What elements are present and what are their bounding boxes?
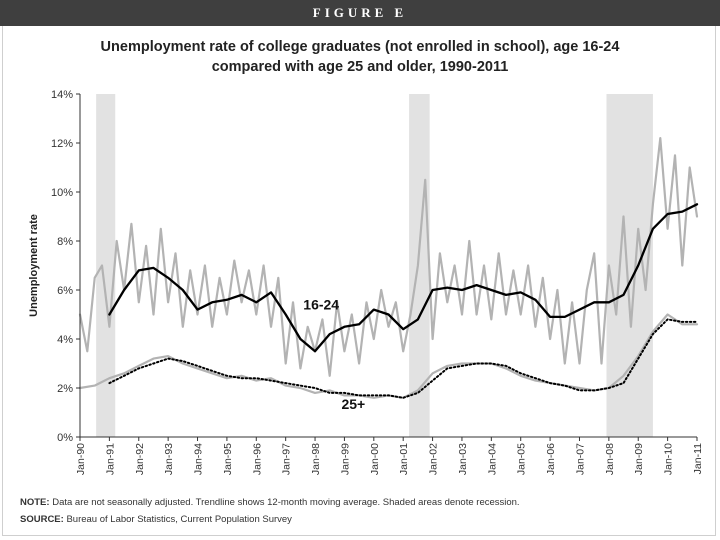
- x-tick-label: Jan-93: [163, 443, 175, 475]
- x-tick-label: Jan-92: [134, 443, 146, 475]
- y-tick-label: 0%: [57, 432, 73, 444]
- x-tick-label: Jan-01: [398, 443, 410, 475]
- y-tick-label: 4%: [57, 334, 73, 346]
- y-tick-label: 8%: [57, 236, 73, 248]
- note-text: Data are not seasonally adjusted. Trendl…: [52, 497, 520, 508]
- figure-label: FIGURE E: [0, 0, 720, 26]
- x-tick-label: Jan-00: [369, 443, 381, 475]
- x-tick-label: Jan-06: [545, 443, 557, 475]
- series-line-16-24-monthly: [78, 137, 699, 377]
- y-tick-label: 10%: [51, 187, 73, 199]
- series-line-25-: [108, 318, 698, 399]
- y-tick-label: 14%: [51, 89, 73, 101]
- chart-title-block: Unemployment rate of college graduates (…: [0, 37, 720, 77]
- y-tick-label: 12%: [51, 138, 73, 150]
- y-axis-title: Unemployment rate: [28, 214, 40, 317]
- y-tick-label: 2%: [57, 383, 73, 395]
- x-tick-label: Jan-10: [663, 443, 675, 475]
- x-tick-label: Jan-95: [222, 443, 234, 475]
- x-tick-label: Jan-03: [457, 443, 469, 475]
- series-annotation: 16-24: [303, 297, 339, 313]
- source-text: Bureau of Labor Statistics, Current Popu…: [66, 514, 292, 525]
- x-tick-label: Jan-05: [516, 443, 528, 475]
- note-line: NOTE: Data are not seasonally adjusted. …: [20, 497, 520, 508]
- chart-title: Unemployment rate of college graduates (…: [100, 39, 620, 55]
- series-annotation: 25+: [341, 396, 365, 412]
- note-label: NOTE:: [20, 497, 50, 508]
- x-tick-label: Jan-09: [633, 443, 645, 475]
- source-line: SOURCE: Bureau of Labor Statistics, Curr…: [20, 514, 292, 525]
- x-tick-label: Jan-02: [428, 443, 440, 475]
- x-tick-label: Jan-90: [75, 443, 87, 475]
- x-tick-label: Jan-11: [692, 443, 704, 474]
- x-tick-label: Jan-08: [604, 443, 616, 475]
- x-tick-label: Jan-07: [574, 443, 586, 475]
- recession-band-3: [606, 94, 653, 437]
- recession-band-2: [409, 94, 430, 437]
- x-tick-label: Jan-96: [251, 443, 263, 475]
- x-tick-label: Jan-97: [281, 443, 293, 475]
- source-label: SOURCE:: [20, 514, 64, 525]
- x-tick-label: Jan-04: [486, 443, 498, 475]
- x-tick-label: Jan-91: [104, 443, 116, 475]
- x-tick-label: Jan-94: [193, 443, 205, 475]
- x-tick-label: Jan-99: [339, 443, 351, 475]
- y-tick-label: 6%: [57, 285, 73, 297]
- recession-band-1: [96, 94, 116, 437]
- x-tick-label: Jan-98: [310, 443, 322, 475]
- chart-subtitle: compared with age 25 and older, 1990-201…: [211, 59, 509, 75]
- series-line-16-24: [108, 203, 699, 353]
